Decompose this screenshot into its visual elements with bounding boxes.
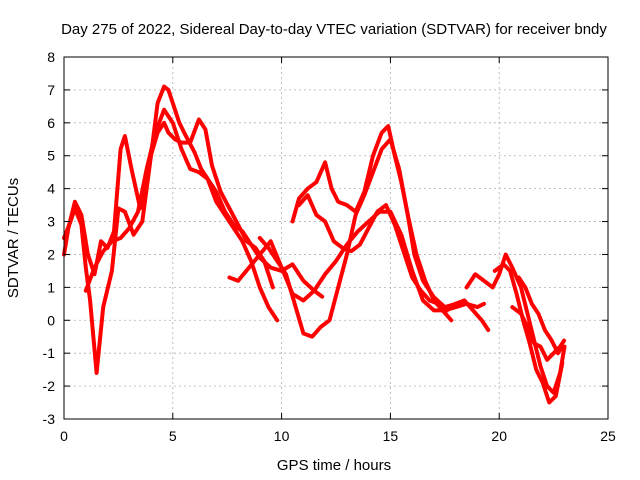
y-tick-label: 8 xyxy=(47,49,55,65)
series-line-sat-h xyxy=(464,252,567,395)
y-tick-label: -3 xyxy=(43,411,56,427)
x-tick-label: 0 xyxy=(60,428,68,444)
y-tick-label: 7 xyxy=(47,82,55,98)
x-tick-label: 15 xyxy=(383,428,399,444)
x-tick-label: 25 xyxy=(600,428,616,444)
y-tick-label: 6 xyxy=(47,115,55,131)
x-tick-label: 20 xyxy=(491,428,507,444)
plot-frame xyxy=(63,56,609,420)
y-tick-label: -1 xyxy=(43,345,56,361)
y-tick-label: 4 xyxy=(47,181,55,197)
series-line-sat-g xyxy=(257,137,454,339)
y-axis-label: SDTVAR / TECUs xyxy=(5,178,22,298)
series-line-sat-k xyxy=(516,275,565,356)
axis-ticks: 0 5 10 15 20 25 -3 -2 -1 0 1 2 3 4 5 6 7 8 xyxy=(43,49,616,444)
chart-title: Day 275 of 2022, Sidereal Day-to-day VTE… xyxy=(61,21,607,38)
series-line-sat-c xyxy=(83,107,325,300)
series-line-sat-a xyxy=(62,84,280,375)
series-line-sat-f xyxy=(297,193,491,333)
y-tick-label: 0 xyxy=(47,312,55,328)
y-tick-label: 5 xyxy=(47,148,55,164)
y-tick-label: 2 xyxy=(47,246,55,262)
x-tick-label: 10 xyxy=(274,428,290,444)
y-tick-label: 1 xyxy=(47,279,55,295)
series-layer xyxy=(62,84,567,405)
series-line-sat-i xyxy=(492,262,565,405)
grid xyxy=(64,57,608,419)
y-tick-label: -2 xyxy=(43,378,56,394)
y-tick-label: 3 xyxy=(47,214,55,230)
x-tick-label: 5 xyxy=(169,428,177,444)
x-axis-label: GPS time / hours xyxy=(277,457,391,474)
